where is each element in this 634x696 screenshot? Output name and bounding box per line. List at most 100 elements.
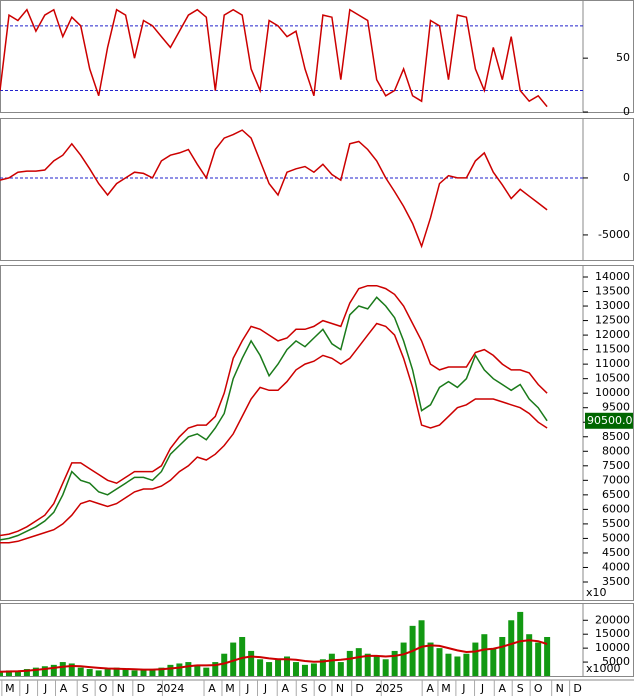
volume-bar (0, 671, 3, 676)
y-tick-label: 13000 (595, 299, 630, 312)
volume-bar (203, 667, 210, 676)
line-series (0, 129, 548, 249)
volume-bar (77, 667, 84, 676)
volume-bar (328, 653, 335, 676)
volume-bar (5, 670, 12, 676)
volume-bar (248, 650, 255, 676)
volume-bar (382, 659, 389, 676)
volume-bar (535, 642, 542, 676)
volume-bar (508, 620, 515, 676)
x-tick-label: D (573, 682, 581, 695)
volume-bar (239, 636, 246, 676)
y-tick-label: 50 (616, 51, 630, 64)
y-tick-label: 12500 (595, 314, 630, 327)
x-tick-label: M (5, 682, 15, 695)
line-series (0, 296, 548, 541)
x-tick-label: A (426, 682, 434, 695)
volume-bar (391, 650, 398, 676)
y-tick-label: 8500 (602, 430, 630, 443)
y-tick-label: 8000 (602, 444, 630, 457)
volume-bar (41, 666, 48, 676)
volume-bar (266, 662, 273, 676)
volume-bar (176, 663, 183, 676)
volume-bar (517, 611, 524, 676)
x-tick-label: A (208, 682, 216, 695)
last-price-box (585, 412, 633, 429)
line-series (0, 8, 548, 108)
x-tick-label: J (461, 682, 465, 695)
volume-bar (185, 662, 192, 676)
y-tick-label: 7000 (602, 473, 630, 486)
volume-bar (86, 669, 93, 676)
volume-bar (355, 648, 362, 676)
y-tick-label: 5000 (602, 531, 630, 544)
y-tick-label: 7500 (602, 459, 630, 472)
volume-bar (526, 634, 533, 676)
volume-bar (212, 662, 219, 676)
y-tick-label: 6000 (602, 502, 630, 515)
volume-bar (275, 659, 282, 676)
volume-bar (292, 662, 299, 676)
x-tick-label: J (25, 682, 29, 695)
line-series (0, 322, 548, 544)
volume-bar (59, 662, 66, 676)
x-tick-label: J (43, 682, 47, 695)
axis-unit: x1000 (586, 662, 621, 675)
volume-bar (131, 670, 138, 676)
line-series (0, 639, 548, 673)
volume-bar (68, 663, 75, 676)
y-tick-label: 10000 (595, 641, 630, 654)
volume-bar (463, 653, 470, 676)
volume-bar (337, 662, 344, 676)
x-tick-label: A (499, 682, 507, 695)
y-tick-label: 5000 (602, 655, 630, 668)
y-tick-label: 5500 (602, 517, 630, 530)
volume-bar (472, 642, 479, 676)
panel-frame (0, 118, 634, 261)
x-tick-label: M (225, 682, 235, 695)
x-tick-label: D (355, 682, 363, 695)
y-tick-label: 13500 (595, 285, 630, 298)
volume-bar (400, 642, 407, 676)
volume-bar (301, 664, 308, 676)
volume-bar (221, 653, 228, 676)
volume-bar (50, 664, 57, 676)
volume-bar (257, 659, 264, 676)
x-tick-label: M (441, 682, 451, 695)
y-tick-label: 0 (623, 171, 630, 184)
x-tick-label: S (517, 682, 524, 695)
x-tick-label: O (534, 682, 543, 695)
x-tick-label: N (556, 682, 564, 695)
x-tick-label: J (263, 682, 267, 695)
x-tick-label: S (301, 682, 308, 695)
x-tick-label: 2025 (375, 682, 403, 695)
y-tick-label: 9500 (602, 401, 630, 414)
volume-bar (140, 669, 147, 676)
x-tick-label: N (336, 682, 344, 695)
y-tick-label: 11500 (595, 343, 630, 356)
volume-bar (481, 634, 488, 676)
volume-bar (113, 667, 120, 676)
y-tick-label: 3500 (602, 575, 630, 588)
volume-bar (32, 667, 39, 676)
x-tick-label: N (117, 682, 125, 695)
line-series (0, 284, 548, 537)
volume-bar (364, 653, 371, 676)
axis-unit: x10 (586, 586, 607, 599)
volume-bar (284, 656, 291, 676)
y-tick-label: 10000 (595, 386, 630, 399)
volume-bar (544, 636, 551, 676)
x-tick-label: J (480, 682, 484, 695)
volume-bar (149, 670, 156, 676)
volume-bar (23, 669, 30, 676)
x-tick-label: 2024 (156, 682, 184, 695)
x-tick-label: D (137, 682, 145, 695)
volume-bar (319, 659, 326, 676)
x-tick-label: A (281, 682, 289, 695)
volume-bar (436, 648, 443, 676)
y-tick-label: 20000 (595, 613, 630, 626)
y-tick-label: 4500 (602, 546, 630, 559)
volume-bar (454, 656, 461, 676)
volume-bar (373, 656, 380, 676)
